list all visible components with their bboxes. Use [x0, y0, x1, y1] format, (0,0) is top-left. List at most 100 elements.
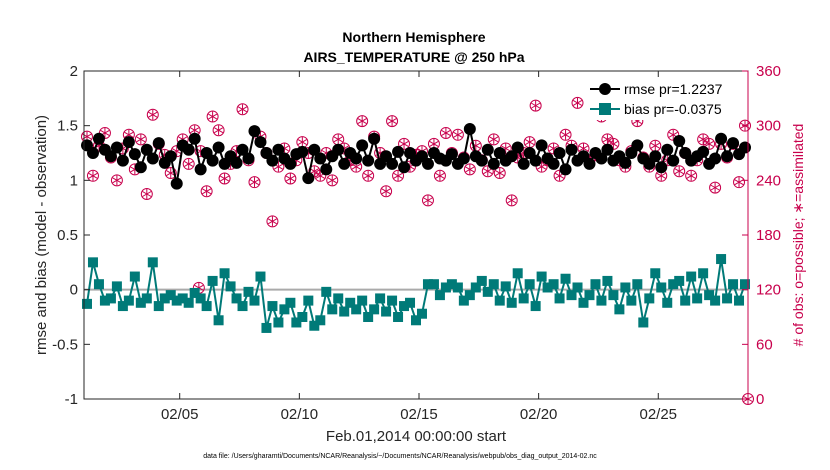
bias-series-layer: [81, 254, 751, 333]
bias-marker: [153, 301, 164, 312]
bias-marker: [213, 315, 224, 326]
rmse-marker: [553, 147, 566, 159]
chart-title-line2: AIRS_TEMPERATURE @ 250 hPa: [303, 49, 524, 65]
rmse-marker: [194, 163, 207, 176]
rmse-marker: [463, 122, 476, 135]
obs-assimilated-point: [435, 170, 445, 181]
bias-marker: [231, 293, 242, 304]
bias-marker: [542, 282, 553, 293]
bias-marker: [644, 293, 655, 304]
rmse-marker: [164, 150, 177, 163]
bias-marker: [327, 304, 338, 315]
bias-marker: [614, 304, 625, 315]
obs-assimilated-point: [214, 125, 224, 136]
obs-assimilated-point: [237, 104, 248, 115]
obs-assimilated-point: [507, 195, 517, 206]
bias-marker: [297, 312, 308, 322]
bias-marker: [87, 257, 98, 268]
bias-marker: [608, 290, 619, 301]
obs-possible-point: [86, 169, 99, 182]
obs-assimilated-point: [112, 175, 122, 186]
y-left-tick-label: -1: [65, 391, 78, 408]
obs-possible-point: [535, 160, 548, 173]
bias-marker: [363, 312, 374, 322]
obs-possible-point: [571, 96, 584, 109]
bias-marker: [494, 295, 505, 306]
obs-possible-point: [667, 128, 680, 141]
rmse-marker: [110, 141, 123, 154]
rmse-marker: [320, 163, 333, 176]
obs-possible-point: [146, 108, 159, 121]
obs-assimilated-point: [208, 111, 218, 122]
bias-marker: [560, 273, 571, 284]
rmse-marker: [721, 150, 734, 163]
bias-marker: [147, 257, 158, 268]
legend-bias-marker: [599, 103, 611, 115]
bias-marker: [93, 279, 104, 290]
bias-marker: [662, 297, 673, 308]
rmse-marker: [595, 152, 608, 165]
obs-possible-point: [421, 194, 434, 207]
bias-marker: [506, 297, 517, 308]
bias-marker: [728, 279, 739, 290]
obs-possible-point: [559, 128, 572, 141]
rmse-marker: [487, 157, 500, 170]
obs-assimilated-point: [142, 189, 152, 199]
rmse-marker: [332, 143, 345, 156]
obs-possible-point: [110, 174, 123, 187]
bias-marker: [225, 281, 236, 292]
bias-marker: [470, 282, 481, 293]
bias-marker: [201, 301, 212, 312]
rmse-marker: [565, 143, 578, 156]
rmse-marker: [242, 152, 255, 165]
rmse-marker: [266, 154, 279, 167]
obs-possible-point: [493, 167, 506, 180]
rmse-marker: [134, 161, 147, 174]
bias-marker: [405, 297, 416, 308]
obs-assimilated-point: [148, 109, 158, 120]
obs-assimilated-point: [525, 137, 535, 148]
x-tick-label: 02/20: [520, 406, 558, 423]
y-right-tick-label: 360: [756, 63, 781, 80]
rmse-marker: [559, 163, 572, 176]
rmse-marker: [140, 143, 153, 156]
rmse-marker: [128, 148, 141, 161]
x-tick-label: 02/05: [161, 406, 199, 423]
rmse-marker: [248, 125, 261, 138]
bias-marker: [381, 306, 392, 317]
obs-assimilated-point: [734, 177, 744, 188]
rmse-marker: [212, 141, 225, 154]
bias-marker: [255, 271, 266, 282]
obs-possible-point: [266, 215, 279, 228]
bias-marker: [578, 297, 589, 308]
rmse-marker: [547, 157, 560, 170]
rmse-marker: [86, 147, 99, 159]
bias-marker: [452, 282, 463, 293]
bias-marker: [722, 293, 733, 304]
obs-possible-point: [529, 99, 542, 112]
bias-marker: [129, 271, 140, 282]
obs-possible-point: [206, 110, 219, 123]
x-tick-label: 02/15: [400, 406, 438, 423]
rmse-marker: [338, 157, 351, 170]
obs-assimilated-point: [88, 170, 98, 181]
bias-marker: [422, 279, 433, 290]
y-right-tick-label: 0: [756, 391, 764, 408]
bias-marker: [321, 286, 332, 297]
rmse-marker: [308, 143, 321, 156]
obs-possible-point: [386, 115, 399, 128]
y-right-tick-label: 240: [756, 172, 781, 189]
bias-marker: [704, 290, 715, 301]
bias-marker: [686, 271, 697, 282]
obs-possible-point: [272, 160, 285, 173]
obs-possible-point: [553, 169, 566, 182]
obs-possible-point: [284, 172, 297, 185]
obs-possible-point: [733, 176, 746, 189]
obs-assimilated-point: [184, 158, 194, 169]
rmse-marker: [230, 156, 243, 169]
bias-marker: [393, 312, 404, 322]
bias-marker: [357, 295, 368, 306]
legend-rmse-label: rmse pr=1.2237: [624, 81, 723, 97]
rmse-marker: [727, 137, 740, 150]
bias-marker: [183, 297, 194, 308]
